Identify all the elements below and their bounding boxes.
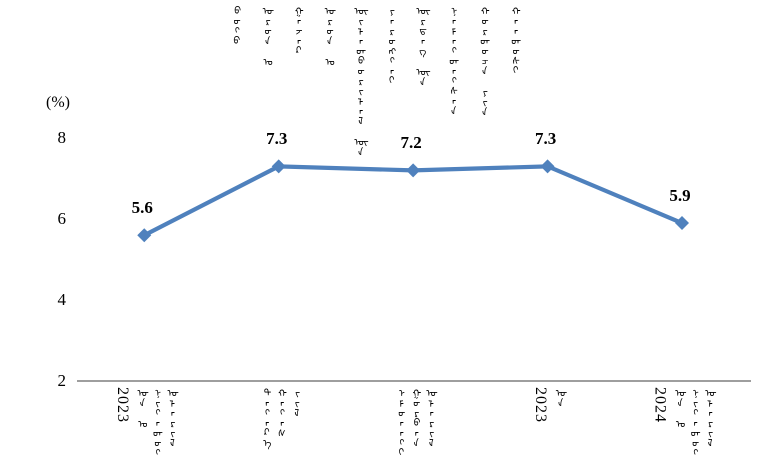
x-axis-line <box>77 380 751 382</box>
chart-title-word: ᠬᠠᠨᠳᠤᠰᠢ <box>507 5 518 75</box>
data-point-marker <box>271 159 286 174</box>
data-label: 5.6 <box>131 198 153 218</box>
data-label: 7.2 <box>400 133 422 153</box>
y-axis-tick-label: 4 <box>57 290 67 309</box>
data-label: 7.3 <box>534 129 557 149</box>
chart-title-word: ᠬᠤᠷᠳᠤᠴᠠ ᠶᠢᠨ <box>476 5 487 116</box>
chart-title: ᠪᠦᠬᠦ ᠣᠷᠣᠨ ᠤ ᠭᠠᠵᠠᠷ ᠣᠷᠣᠨ ᠤ ᠦᠢᠯᠡᠳᠪᠦᠷᠢᠯᠡᠯ ᠦᠨ ᠶᠡᠷᠦ… <box>227 5 518 156</box>
data-point-marker <box>540 159 555 174</box>
x-axis-label: 2024 ᠣᠨ ᠤ ᠨᠢᠭᠡᠳᠦᠭᠡᠷ ᠤᠯᠠᠷᠢᠯ <box>652 387 713 461</box>
x-axis-year: 2023 <box>532 387 550 423</box>
y-axis-tick-label: 2 <box>57 371 67 390</box>
data-label: 7.3 <box>266 129 288 149</box>
chart-title-word: ᠪᠦᠬᠦ <box>228 5 239 45</box>
chart-title-word: ᠣᠷᠣᠨ ᠤ <box>321 5 332 66</box>
data-point-marker <box>406 163 421 178</box>
y-axis-tick-label: 8 <box>57 128 67 147</box>
x-axis-label: 2023 ᠣᠨ <box>532 387 563 423</box>
chart-title-word: ᠶᠡᠷᠦᠩᠬᠡᠢ <box>383 5 394 85</box>
data-point-marker <box>675 216 689 231</box>
x-axis-word: ᠣᠨ ᠤ <box>671 387 683 428</box>
x-axis-word: ᠣᠨ ᠤ <box>133 387 145 428</box>
chart-title-word: ᠣᠷᠣᠨ ᠤ <box>259 5 270 66</box>
x-axis-word: ᠨᠢᠭᠡᠳᠦᠭᠡᠷ <box>148 387 160 461</box>
x-axis-year: 2024 <box>651 387 669 423</box>
x-axis-word: ᠨᠢᠭᠡᠳᠦᠭᠡᠷ <box>686 387 698 461</box>
x-axis-word: ᠬᠠᠭᠠᠰ <box>273 387 285 437</box>
data-point-marker <box>137 228 152 243</box>
x-axis-word: ᠤᠯᠠᠷᠢᠯ <box>422 387 434 447</box>
chart-title-word: ᠨᠡᠮᠡᠭᠳᠡᠭᠰᠡᠨ <box>445 5 456 115</box>
chart-title-word: ᠭᠠᠵᠠᠷ <box>290 5 301 55</box>
x-axis-label: 2023 ᠣᠨ ᠤ ᠨᠢᠭᠡᠳᠦᠭᠡᠷ ᠤᠯᠠᠷᠢᠯ <box>114 387 175 461</box>
y-axis-tick-label: 6 <box>57 209 67 228</box>
y-axis-unit-label: (%) <box>46 94 70 111</box>
x-axis-label: ᠡᠮᠦᠨᠡᠬᠢ ᠭᠤᠷᠪᠠᠨ ᠤᠯᠠᠷᠢᠯ <box>393 387 434 457</box>
chart-title-word: ᠦᠢᠯᠡᠳᠪᠦᠷᠢᠯᠡᠯ ᠦᠨ <box>352 5 363 156</box>
x-axis-word: ᠳᠡᠭᠡᠷ᠎ᠡ <box>258 387 270 447</box>
x-axis-word: ᠭᠤᠷᠪᠠᠨ <box>407 387 419 447</box>
x-axis-word: ᠣᠨ <box>552 387 564 407</box>
chart-title-word: ᠥᠷᠲᠡᠭ ᠦᠨ <box>414 5 425 86</box>
x-axis-word: ᠡᠮᠦᠨᠡᠬᠢ <box>392 387 404 457</box>
x-axis-word: ᠤᠯᠠᠷᠢᠯ <box>701 387 713 447</box>
x-axis-word: ᠤᠯᠠᠷᠢᠯ <box>163 387 175 447</box>
x-axis-year: 2023 <box>113 387 131 423</box>
x-axis-label: ᠳᠡᠭᠡᠷ᠎ᠡ ᠬᠠᠭᠠᠰ ᠵᠢᠯ <box>258 387 299 447</box>
x-axis-word: ᠵᠢᠯ <box>288 387 300 417</box>
data-label: 5.9 <box>669 186 691 206</box>
